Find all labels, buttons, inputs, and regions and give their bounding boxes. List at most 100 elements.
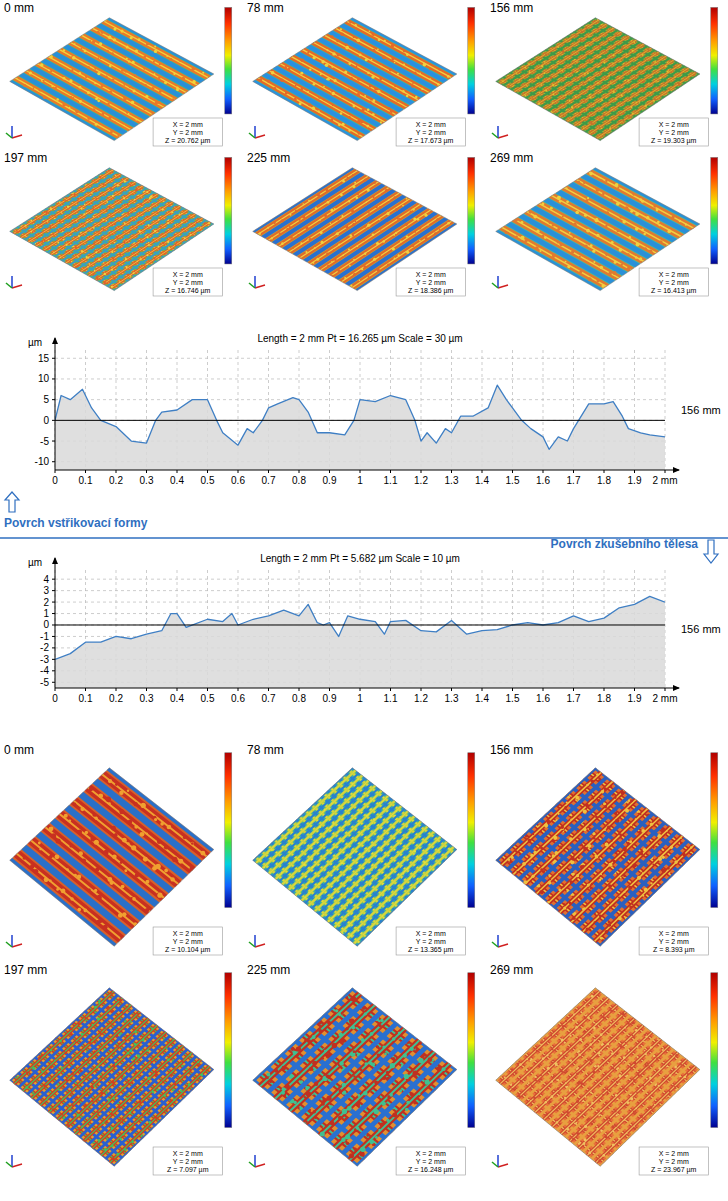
surface-texture bbox=[160, 218, 161, 219]
surface-texture bbox=[566, 67, 567, 68]
triad-axis bbox=[254, 126, 256, 138]
surface-texture bbox=[367, 71, 370, 74]
surface bbox=[253, 168, 457, 291]
surface-texture bbox=[604, 236, 606, 238]
surface-texture bbox=[346, 226, 349, 229]
surface-texture bbox=[24, 235, 26, 237]
surface-texture bbox=[128, 819, 133, 824]
surface-texture bbox=[396, 99, 398, 101]
surface-texture bbox=[332, 92, 335, 95]
surface-texture bbox=[116, 246, 118, 248]
surface-texture bbox=[316, 905, 318, 907]
surface-texture bbox=[132, 61, 135, 64]
surface-texture bbox=[51, 85, 53, 87]
info-box bbox=[153, 118, 222, 146]
surface-texture bbox=[111, 826, 116, 831]
surface-map: 78 mmX = 2 mmY = 2 mmZ = 17.673 µm bbox=[247, 1, 475, 146]
color-bar bbox=[225, 7, 232, 114]
surface-texture bbox=[50, 70, 52, 72]
surface-texture bbox=[153, 241, 154, 242]
surface-texture bbox=[347, 211, 350, 214]
surface-texture bbox=[127, 790, 130, 793]
surface-texture bbox=[657, 221, 660, 224]
surface-texture bbox=[116, 274, 117, 275]
surface-stripe bbox=[589, 172, 693, 228]
surface-texture bbox=[145, 95, 148, 98]
surface-texture bbox=[76, 220, 77, 221]
surface-texture bbox=[600, 266, 603, 269]
surface-texture bbox=[563, 95, 564, 96]
info-text: Y = 2 mm bbox=[173, 938, 203, 945]
surface-texture bbox=[387, 212, 390, 215]
surface-texture bbox=[597, 92, 598, 93]
surface-texture bbox=[550, 207, 553, 210]
triad-axis bbox=[12, 285, 22, 288]
surface-texture bbox=[596, 234, 599, 237]
surface-texture bbox=[619, 248, 622, 251]
surface-texture bbox=[89, 229, 90, 230]
surface-base bbox=[496, 168, 700, 291]
surface-texture bbox=[615, 34, 617, 36]
surface-texture bbox=[632, 193, 635, 196]
surface-texture bbox=[136, 188, 138, 190]
surface-texture bbox=[413, 877, 414, 878]
surface-texture bbox=[317, 204, 319, 206]
surface-texture bbox=[363, 225, 366, 228]
info-text: Y = 2 mm bbox=[173, 279, 203, 286]
surface-texture bbox=[611, 128, 612, 129]
info-text: Y = 2 mm bbox=[659, 279, 689, 286]
surface-texture bbox=[301, 59, 304, 62]
surface-texture bbox=[597, 56, 599, 58]
surface-texture bbox=[438, 68, 440, 70]
surface-texture bbox=[85, 831, 88, 834]
surface-texture bbox=[112, 52, 114, 54]
surface-texture bbox=[98, 57, 100, 59]
info-text: Y = 2 mm bbox=[416, 279, 446, 286]
surface-texture bbox=[660, 95, 661, 96]
surface-texture bbox=[361, 109, 364, 112]
surface-texture bbox=[633, 41, 635, 43]
surface-texture bbox=[167, 231, 168, 232]
surface-texture bbox=[292, 247, 294, 249]
surface-texture bbox=[295, 210, 297, 212]
surface-texture bbox=[164, 81, 167, 84]
surface-texture bbox=[627, 80, 629, 82]
surface-texture bbox=[97, 895, 102, 900]
surface-texture bbox=[545, 90, 547, 92]
surface-texture bbox=[115, 783, 118, 786]
surface-texture bbox=[42, 80, 44, 82]
surface-texture bbox=[18, 77, 20, 79]
surface-texture bbox=[89, 787, 93, 791]
surface-texture bbox=[383, 240, 385, 242]
surface-texture bbox=[519, 79, 520, 80]
surface-texture bbox=[146, 263, 148, 265]
surface-texture bbox=[303, 841, 304, 842]
surface-texture bbox=[372, 233, 375, 236]
surface-texture bbox=[612, 109, 613, 110]
surface-texture bbox=[578, 113, 580, 115]
surface-texture bbox=[63, 77, 66, 80]
surface-texture bbox=[104, 850, 109, 855]
surface-texture bbox=[381, 66, 383, 68]
surface-texture bbox=[104, 282, 106, 284]
surface-texture bbox=[343, 254, 345, 256]
surface-texture bbox=[135, 873, 139, 877]
surface-texture bbox=[93, 242, 95, 244]
surface-texture bbox=[121, 885, 125, 889]
surface-texture bbox=[117, 184, 119, 186]
surface-texture bbox=[629, 98, 630, 99]
color-bar bbox=[468, 7, 475, 114]
surface-texture bbox=[555, 47, 556, 48]
surface-texture bbox=[585, 199, 588, 202]
surface-texture bbox=[632, 50, 634, 52]
surface-stripe bbox=[514, 219, 618, 278]
surface-texture bbox=[602, 193, 604, 195]
surface-texture bbox=[106, 904, 109, 907]
surface-texture bbox=[164, 869, 168, 873]
surface-texture bbox=[630, 210, 633, 213]
surface-texture bbox=[313, 56, 316, 59]
surface-texture bbox=[135, 49, 138, 52]
surface-texture bbox=[273, 87, 276, 90]
surface-texture bbox=[545, 53, 547, 55]
surface-texture bbox=[108, 802, 111, 805]
